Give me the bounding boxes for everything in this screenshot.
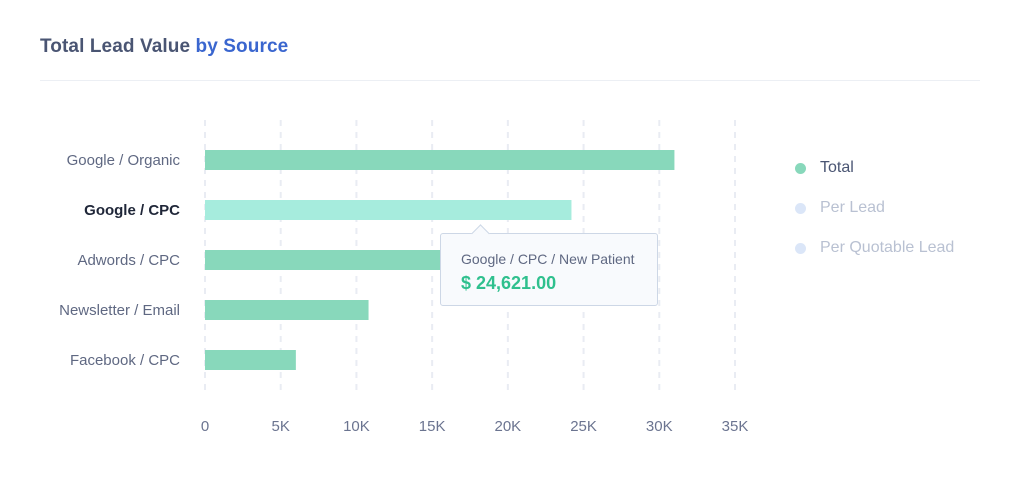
tooltip-label: Google / CPC / New Patient	[461, 251, 635, 267]
legend-dot-total	[795, 162, 806, 174]
legend-item-per-lead[interactable]: Per Lead	[795, 188, 954, 228]
bar-newsletter-email[interactable]	[205, 300, 369, 320]
chart-title-main: Total Lead Value	[40, 36, 191, 57]
legend-item-total[interactable]: Total	[795, 148, 954, 188]
x-tick-label: 10K	[343, 418, 370, 435]
legend-label-per-lead: Per Lead	[820, 199, 885, 216]
legend-label-per-quotable-lead: Per Quotable Lead	[820, 239, 955, 256]
x-tick-label: 25K	[570, 418, 597, 435]
chart-title-accent: by Source	[195, 36, 289, 57]
chart-title: Total Lead Value by Source	[40, 36, 288, 58]
x-tick-label: 30K	[646, 418, 673, 435]
y-category-label: Adwords / CPC	[77, 252, 180, 269]
legend-dot-per-lead	[795, 202, 806, 214]
y-category-label: Newsletter / Email	[59, 302, 180, 319]
x-tick-label: 35K	[722, 418, 749, 435]
legend-label-total: Total	[820, 159, 854, 176]
x-tick-label: 0	[201, 418, 209, 435]
y-category-label: Google / Organic	[67, 152, 181, 169]
bar-adwords-cpc[interactable]	[205, 250, 455, 270]
legend-item-per-quotable-lead[interactable]: Per Quotable Lead	[795, 228, 954, 268]
bar-google-cpc[interactable]	[205, 200, 572, 220]
y-category-label: Facebook / CPC	[70, 352, 180, 369]
bar-facebook-cpc[interactable]	[205, 350, 296, 370]
x-tick-label: 15K	[419, 418, 446, 435]
x-tick-label: 5K	[272, 418, 290, 435]
bar-google-organic[interactable]	[205, 150, 675, 170]
tooltip-value: $ 24,621.00	[461, 273, 557, 293]
legend-dot-per-quotable-lead	[795, 242, 806, 254]
bar-tooltip: Google / CPC / New Patient $ 24,621.00	[440, 224, 658, 306]
x-tick-label: 20K	[495, 418, 522, 435]
y-category-label: Google / CPC	[84, 202, 180, 219]
header-divider	[40, 80, 980, 81]
legend: Total Per Lead Per Quotable Lead	[795, 148, 954, 268]
